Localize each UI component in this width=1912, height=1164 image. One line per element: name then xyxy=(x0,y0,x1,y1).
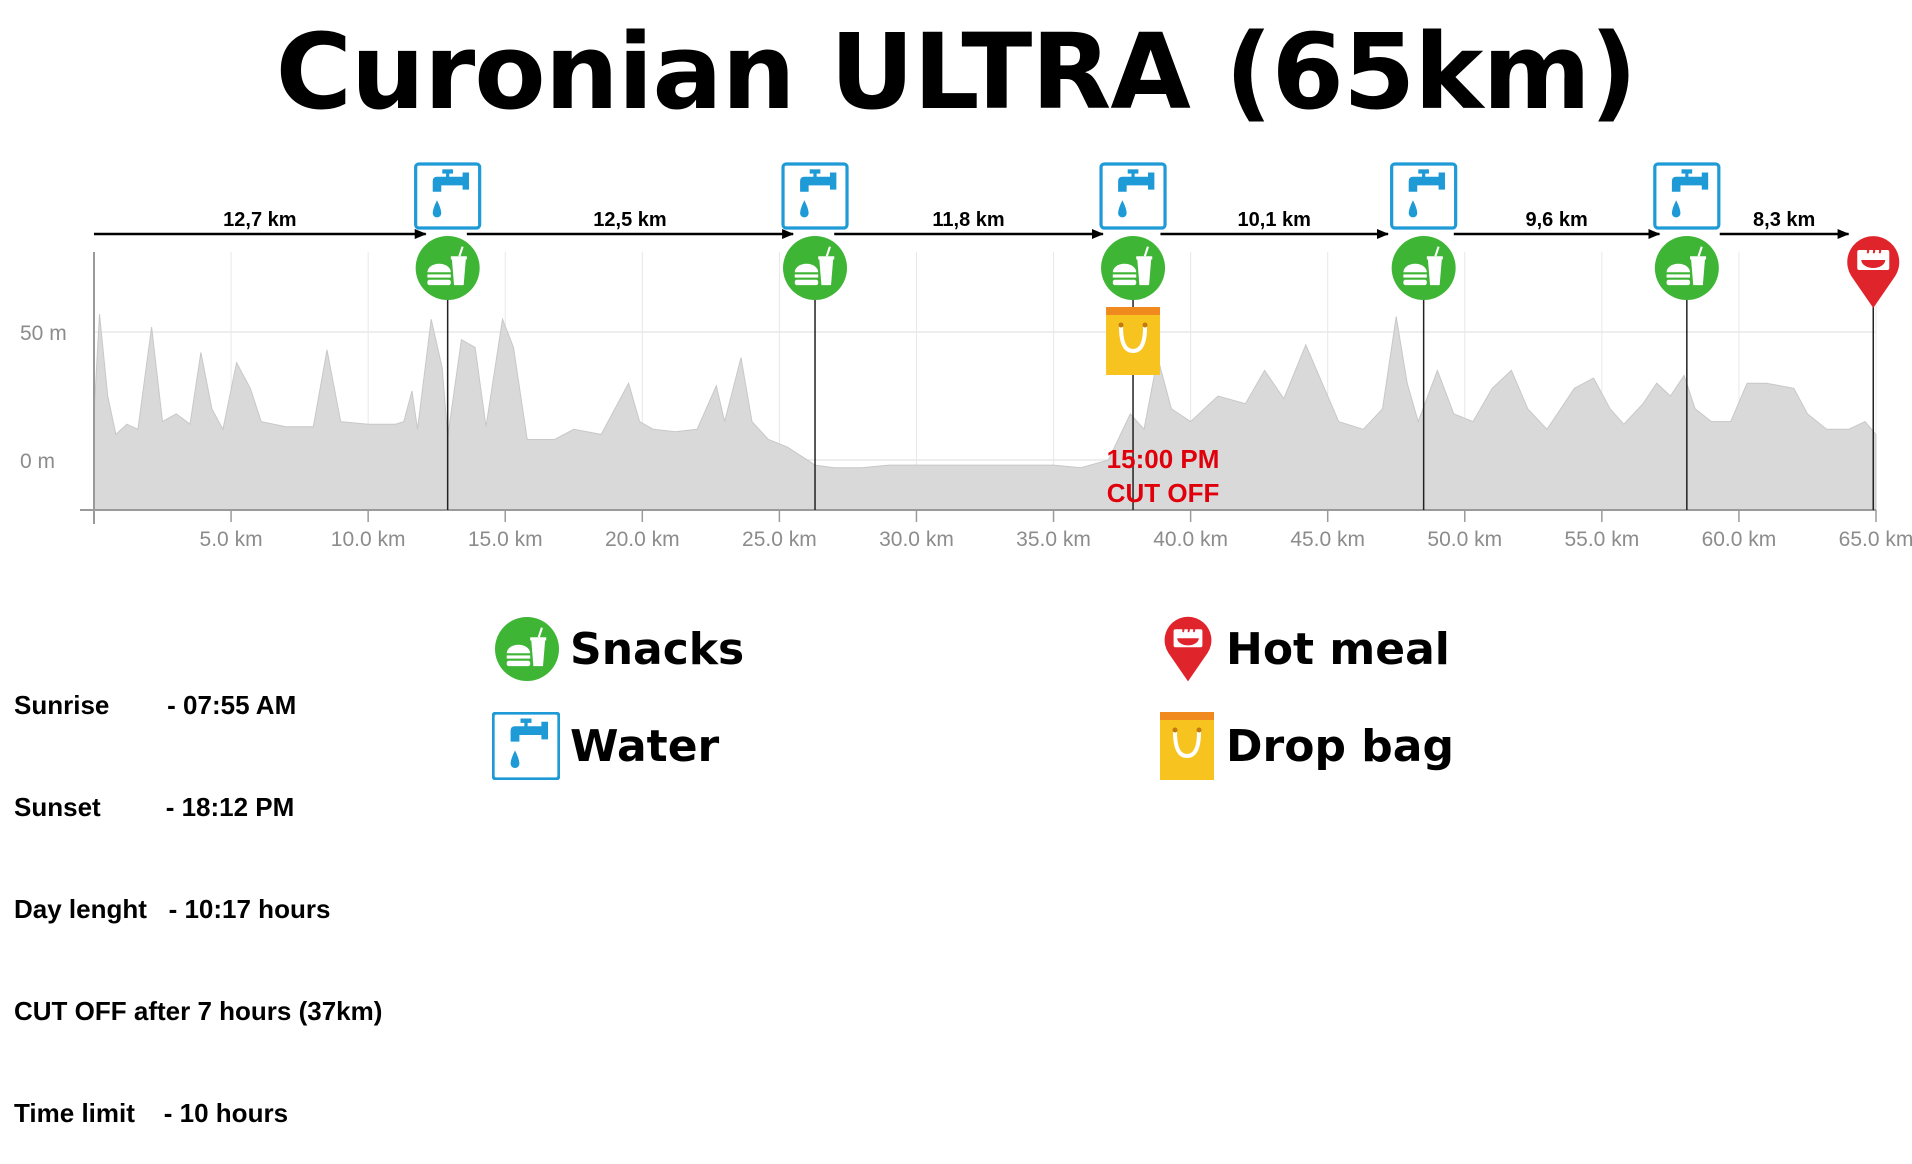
segment-label: 10,1 km xyxy=(1238,209,1311,231)
y-tick-label: 50 m xyxy=(20,322,67,345)
y-tick-label: 0 m xyxy=(20,450,55,473)
cutoff-annotation: CUT OFF xyxy=(1107,478,1220,508)
drop-bag-icon xyxy=(1106,307,1161,375)
legend-hot-meal-label: Hot meal xyxy=(1226,623,1450,675)
water-tap-icon xyxy=(492,712,560,780)
station-layer xyxy=(414,162,1900,510)
legend-water-label: Water xyxy=(570,720,720,772)
x-tick-label: 10.0 km xyxy=(331,528,406,551)
x-tick-label: 35.0 km xyxy=(1016,528,1091,551)
hot-meal-pin-icon xyxy=(1164,616,1212,682)
area-layer xyxy=(93,314,1877,511)
legend-drop-bag: Drop bag xyxy=(1158,710,1454,782)
legend-hot-meal: Hot meal xyxy=(1160,610,1450,688)
segment-layer: 12,7 km 12,5 km 11,8 km 10,1 km 9,6 km 8,3 km xyxy=(94,209,1850,239)
info-line: Time limit - 10 hours xyxy=(14,1098,289,1128)
legend-snacks-label: Snacks xyxy=(570,623,745,675)
info-line: CUT OFF after 7 hours (37km) xyxy=(14,996,383,1026)
legend-snacks: Snacks xyxy=(494,616,744,682)
snacks-icon xyxy=(1101,236,1166,300)
water-tap-icon xyxy=(1653,162,1721,230)
cutoff-annotation: 15:00 PM xyxy=(1107,444,1220,474)
x-tick-label: 60.0 km xyxy=(1702,528,1777,551)
segment-label: 8,3 km xyxy=(1753,209,1815,231)
x-tick-label: 65.0 km xyxy=(1839,528,1912,551)
info-line: Sunset - 18:12 PM xyxy=(14,792,295,822)
info-line: Day lenght - 10:17 hours xyxy=(14,894,331,924)
water-tap-icon xyxy=(781,162,849,230)
water-tap-icon xyxy=(414,162,482,230)
snacks-icon xyxy=(415,236,480,300)
annotation-layer: 15:00 PM CUT OFF xyxy=(1107,444,1220,508)
snacks-icon xyxy=(1654,236,1719,300)
elevation-chart: 5.0 km 10.0 km 15.0 km 20.0 km 25.0 km 30.0 k… xyxy=(20,162,1912,551)
race-info: Sunrise - 07:55 AM Sunset - 18:12 PM Day… xyxy=(14,620,382,1164)
x-tick-label: 30.0 km xyxy=(879,528,954,551)
page-title: Curonian ULTRA (65km) xyxy=(275,11,1638,133)
x-tick-label: 20.0 km xyxy=(605,528,680,551)
x-tick-label: 25.0 km xyxy=(742,528,817,551)
snacks-icon xyxy=(495,617,559,681)
x-tick-label: 40.0 km xyxy=(1153,528,1228,551)
segment-label: 12,5 km xyxy=(593,209,666,231)
axis-layer: 5.0 km 10.0 km 15.0 km 20.0 km 25.0 km 30.0 k… xyxy=(20,252,1912,551)
snacks-icon xyxy=(1391,236,1456,300)
segment-label: 9,6 km xyxy=(1525,209,1587,231)
x-tick-label: 5.0 km xyxy=(200,528,263,551)
elevation-area xyxy=(93,314,1877,511)
legend-water: Water xyxy=(492,712,719,780)
water-tap-icon xyxy=(1099,162,1167,230)
water-tap-icon xyxy=(1390,162,1458,230)
x-tick-label: 15.0 km xyxy=(468,528,543,551)
x-tick-label: 50.0 km xyxy=(1427,528,1502,551)
hot-meal-pin-icon xyxy=(1847,236,1900,308)
x-tick-label: 55.0 km xyxy=(1564,528,1639,551)
legend-drop-bag-label: Drop bag xyxy=(1226,720,1454,772)
snacks-icon xyxy=(783,236,848,300)
x-tick-label: 45.0 km xyxy=(1290,528,1365,551)
info-line: Sunrise - 07:55 AM xyxy=(14,690,297,720)
drop-bag-icon xyxy=(1160,712,1214,780)
segment-label: 12,7 km xyxy=(223,209,296,231)
segment-label: 11,8 km xyxy=(932,209,1004,231)
